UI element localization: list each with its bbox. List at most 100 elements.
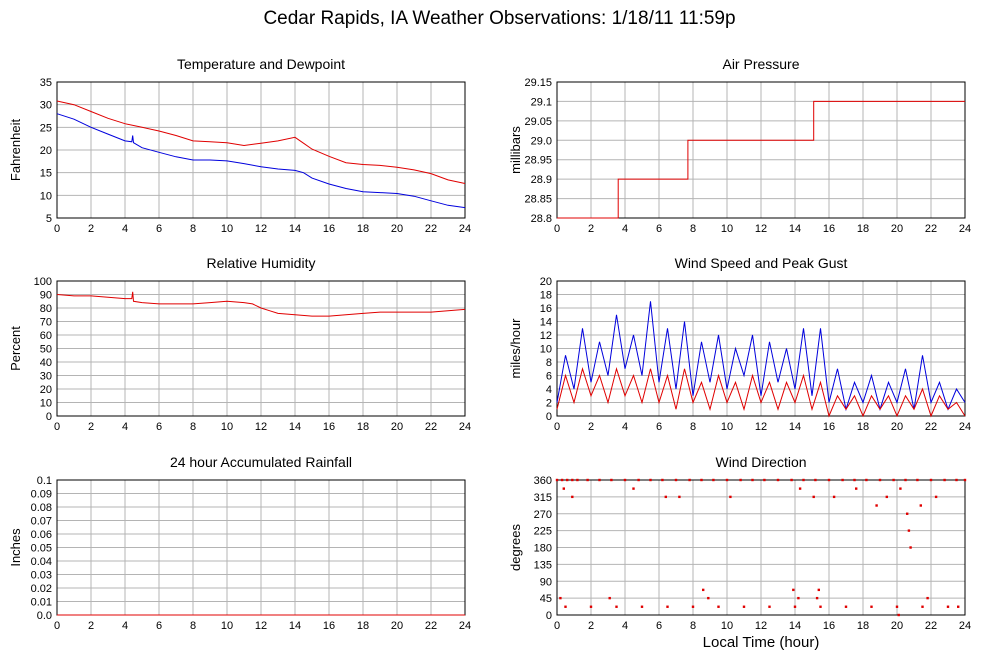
data-point xyxy=(885,495,888,499)
series-line xyxy=(556,366,966,418)
x-tick-label: 8 xyxy=(190,620,196,632)
x-tick-label: 0 xyxy=(554,421,560,433)
y-tick-label: 28.95 xyxy=(524,155,552,167)
data-point xyxy=(763,478,766,482)
data-point xyxy=(817,588,820,592)
data-point xyxy=(562,487,565,490)
y-tick-label: 0.05 xyxy=(31,543,52,555)
y-tick-label: 315 xyxy=(534,492,552,504)
data-point xyxy=(742,605,746,608)
x-tick-label: 16 xyxy=(823,620,835,632)
y-tick-label: 10 xyxy=(540,344,552,356)
data-point xyxy=(571,478,574,482)
data-point xyxy=(929,478,933,482)
series-line xyxy=(556,301,966,412)
y-tick-label: 8 xyxy=(546,357,552,369)
x-tick-label: 20 xyxy=(891,223,903,235)
x-tick-label: 22 xyxy=(925,421,937,433)
y-tick-label: 14 xyxy=(540,317,552,329)
data-point xyxy=(841,478,844,482)
x-tick-label: 14 xyxy=(289,421,301,433)
data-point xyxy=(897,613,900,617)
data-point xyxy=(934,495,938,499)
y-axis-label: Inches xyxy=(8,528,23,567)
y-tick-label: 80 xyxy=(40,303,52,315)
y-tick-label: 360 xyxy=(534,475,552,487)
x-tick-label: 12 xyxy=(755,223,767,235)
x-tick-label: 10 xyxy=(721,620,733,632)
y-tick-label: 28.85 xyxy=(524,194,552,206)
plot-frame xyxy=(56,81,466,219)
plot-frame xyxy=(556,479,966,616)
y-tick-label: 0 xyxy=(546,610,552,622)
y-tick-label: 30 xyxy=(40,371,52,383)
series-line xyxy=(56,113,466,209)
x-tick-label: 24 xyxy=(459,620,471,632)
x-tick-label: 6 xyxy=(156,620,162,632)
y-tick-label: 16 xyxy=(540,303,552,315)
x-tick-label: 24 xyxy=(959,223,971,235)
y-tick-label: 20 xyxy=(540,276,552,288)
y-tick-label: 60 xyxy=(40,330,52,342)
y-axis-label: millibars xyxy=(508,126,523,174)
data-point xyxy=(815,596,819,600)
y-tick-label: 50 xyxy=(40,344,52,356)
x-tick-label: 6 xyxy=(156,223,162,235)
data-point xyxy=(926,596,929,600)
x-tick-label: 0 xyxy=(54,620,60,632)
y-tick-label: 0.04 xyxy=(31,556,52,568)
y-tick-label: 0.1 xyxy=(37,475,52,487)
x-tick-label: 22 xyxy=(425,223,437,235)
chart-title: Wind Direction xyxy=(715,454,806,470)
x-tick-label: 2 xyxy=(588,620,594,632)
data-point xyxy=(559,596,562,600)
data-point xyxy=(832,495,836,499)
x-tick-label: 10 xyxy=(721,421,733,433)
x-tick-label: 0 xyxy=(554,620,560,632)
x-tick-label: 4 xyxy=(122,620,128,632)
x-tick-label: 6 xyxy=(656,421,662,433)
data-point xyxy=(640,605,644,608)
y-tick-label: 0.08 xyxy=(31,502,52,514)
y-tick-label: 29.15 xyxy=(524,77,552,89)
x-tick-label: 16 xyxy=(323,421,335,433)
data-point xyxy=(790,478,793,482)
x-tick-label: 18 xyxy=(357,620,369,632)
data-point xyxy=(855,487,858,490)
x-tick-label: 18 xyxy=(357,223,369,235)
y-tick-label: 29.05 xyxy=(524,116,552,128)
data-point xyxy=(664,495,667,499)
x-tick-label: 18 xyxy=(857,421,869,433)
x-tick-label: 0 xyxy=(554,223,560,235)
y-tick-label: 28.8 xyxy=(531,213,552,225)
data-point xyxy=(725,478,729,482)
x-tick-label: 2 xyxy=(88,620,94,632)
data-point xyxy=(661,478,664,482)
data-point xyxy=(812,495,815,499)
x-tick-label: 24 xyxy=(959,421,971,433)
data-point xyxy=(564,605,567,608)
data-point xyxy=(678,495,681,499)
series-line xyxy=(56,291,466,317)
data-point xyxy=(963,478,967,482)
chart-title: Air Pressure xyxy=(722,56,799,72)
y-axis-label: Fahrenheit xyxy=(8,119,23,182)
y-tick-label: 70 xyxy=(40,317,52,329)
data-point xyxy=(610,478,613,482)
y-tick-label: 25 xyxy=(40,122,52,134)
data-point xyxy=(608,596,611,600)
data-point xyxy=(700,478,703,482)
y-tick-label: 225 xyxy=(534,526,552,538)
x-tick-label: 20 xyxy=(891,421,903,433)
data-point xyxy=(632,487,635,490)
x-tick-label: 6 xyxy=(656,223,662,235)
data-point xyxy=(586,478,589,482)
data-point xyxy=(623,478,627,482)
x-tick-label: 16 xyxy=(323,223,335,235)
data-point xyxy=(957,605,960,608)
x-tick-label: 18 xyxy=(857,620,869,632)
